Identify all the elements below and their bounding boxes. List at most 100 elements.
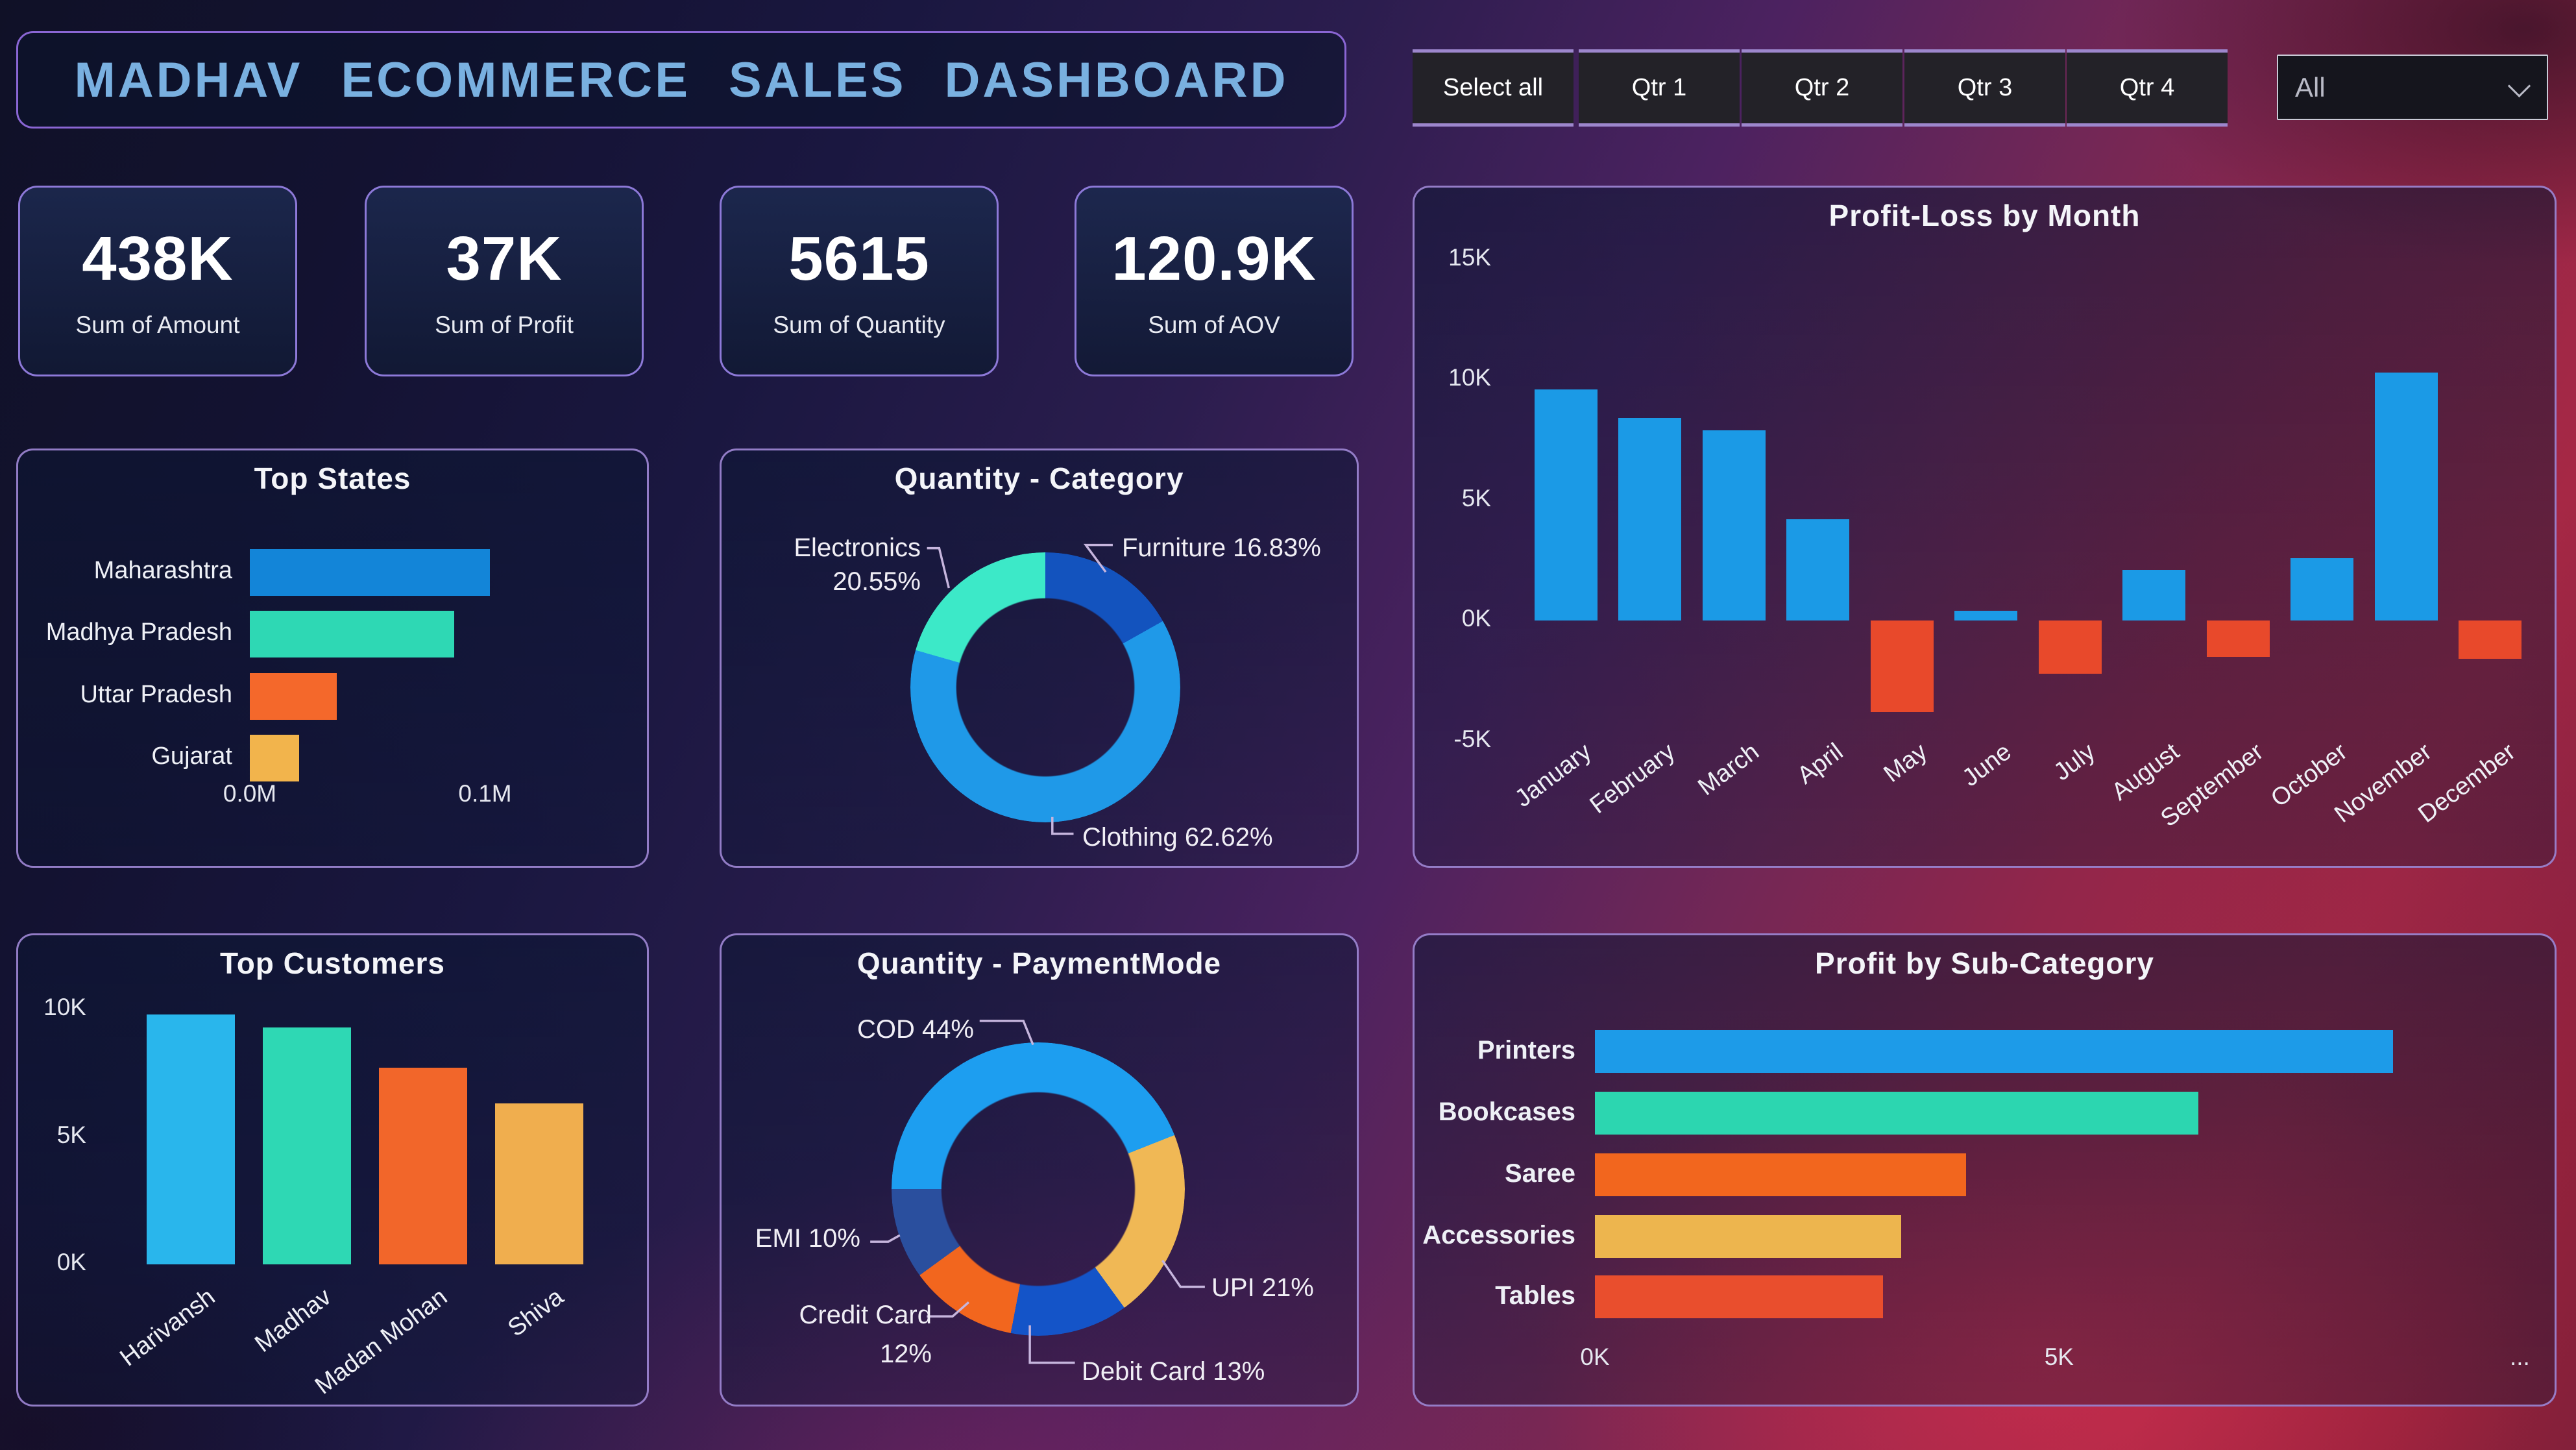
kpi-card-amount: 438K Sum of Amount — [18, 186, 297, 376]
y-tick-5k: 5K — [56, 1121, 86, 1148]
x-tick-label-shiva: Shiva — [503, 1283, 569, 1342]
chart-title: Profit by Sub-Category — [1815, 946, 2154, 980]
bar-july[interactable] — [2038, 621, 2102, 674]
x-tick-0-0m: 0.0M — [223, 780, 277, 807]
x-tick-label-january: January — [1510, 738, 1597, 813]
bar-harivansh[interactable] — [147, 1014, 235, 1264]
chart-title: Quantity - Category — [894, 461, 1184, 495]
bar-february[interactable] — [1618, 418, 1681, 621]
x-tick-label-april: April — [1792, 738, 1849, 790]
category-label-printers: Printers — [1477, 1036, 1575, 1064]
x-tick-label-madhav: Madhav — [250, 1283, 337, 1358]
x-tick-0-1m: 0.1M — [458, 780, 512, 807]
quantity-paymentmode-donut[interactable] — [892, 1042, 1185, 1336]
category-label-tables: Tables — [1495, 1281, 1575, 1310]
bar-august[interactable] — [2122, 570, 2185, 621]
kpi-value: 120.9K — [1112, 224, 1317, 293]
bar-saree[interactable] — [1595, 1153, 1966, 1196]
panel-quantity-category: Quantity - Category Electronics 20.55% F… — [720, 449, 1359, 868]
bar-tables[interactable] — [1595, 1275, 1883, 1318]
dropdown-value: All — [2295, 71, 2326, 103]
x-tick-overflow: ... — [2510, 1344, 2530, 1370]
x-tick-label-august: August — [2107, 738, 2185, 806]
chart-title: Quantity - PaymentMode — [857, 946, 1222, 980]
panel-top-states: Top States Maharashtra Madhya Pradesh Utta… — [16, 449, 649, 868]
kpi-value: 438K — [82, 224, 234, 293]
kpi-card-aov: 120.9K Sum of AOV — [1075, 186, 1354, 376]
profit-by-subcategory-chart: Printers Bookcases Saree Accessories Tables 0… — [1415, 935, 2555, 1405]
kpi-label: Sum of Quantity — [773, 312, 945, 338]
kpi-label: Sum of AOV — [1148, 312, 1280, 338]
bar-march[interactable] — [1702, 430, 1766, 621]
y-tick-10k: 10K — [43, 994, 86, 1020]
slicer-button-qtr-2[interactable]: Qtr 2 — [1742, 49, 1902, 127]
donut-leader-lines — [870, 1020, 1205, 1364]
bar-june[interactable] — [1954, 611, 2017, 621]
bar-april[interactable] — [1786, 519, 1849, 621]
bar-madan-mohan[interactable] — [379, 1068, 467, 1264]
slice-label-credit-card: Credit Card — [799, 1301, 932, 1329]
bar-madhya-pradesh[interactable] — [250, 611, 454, 657]
y-tick-0k: 0K — [1461, 605, 1491, 632]
top-states-chart: Maharashtra Madhya Pradesh Uttar Pradesh Gu… — [18, 450, 647, 866]
bar-may[interactable] — [1870, 621, 1934, 712]
y-tick-5k: 5K — [1461, 484, 1491, 511]
bar-gujarat[interactable] — [250, 735, 299, 781]
bar-november[interactable] — [2374, 373, 2438, 621]
panel-profit-by-subcategory: Profit by Sub-Category Printers Bookcases… — [1413, 933, 2557, 1407]
bar-january[interactable] — [1534, 389, 1598, 621]
x-tick-label-july: July — [2049, 738, 2101, 787]
bar-september[interactable] — [2206, 621, 2270, 657]
kpi-card-quantity: 5615 Sum of Quantity — [720, 186, 999, 376]
category-label-maharashtra: Maharashtra — [93, 557, 232, 584]
filter-dropdown[interactable]: All — [2277, 55, 2548, 120]
x-tick-0k: 0K — [1580, 1344, 1610, 1370]
x-tick-label-june: June — [1957, 738, 2017, 793]
chart-title: Top Customers — [220, 946, 445, 980]
chart-title: Top States — [254, 461, 411, 495]
slicer-button-select-all[interactable]: Select all — [1413, 49, 1574, 127]
kpi-label: Sum of Amount — [75, 312, 240, 338]
y-tick--5k: -5K — [1453, 725, 1491, 752]
kpi-value: 5615 — [788, 224, 930, 293]
category-label-madhya-pradesh: Madhya Pradesh — [45, 619, 232, 646]
kpi-card-profit: 37K Sum of Profit — [365, 186, 644, 376]
slice-label-electronics: Electronics 20.55% — [794, 534, 921, 596]
slicer-button-qtr-4[interactable]: Qtr 4 — [2067, 49, 2228, 127]
category-label-saree: Saree — [1505, 1159, 1575, 1188]
category-label-bookcases: Bookcases — [1438, 1098, 1575, 1126]
x-tick-5k: 5K — [2044, 1344, 2074, 1370]
x-tick-label-harivansh: Harivansh — [115, 1283, 221, 1372]
bar-october[interactable] — [2290, 558, 2353, 621]
bar-december[interactable] — [2459, 621, 2521, 659]
kpi-value: 37K — [446, 224, 563, 293]
panel-top-customers: Top Customers 10K 5K 0K Harivansh Madhav Mada… — [16, 933, 649, 1407]
bar-uttar-pradesh[interactable] — [250, 673, 337, 720]
bar-madhav[interactable] — [263, 1027, 351, 1264]
y-tick-10k: 10K — [1448, 364, 1491, 391]
bar-shiva[interactable] — [495, 1103, 583, 1264]
slice-label-debit-card: Debit Card 13% — [1082, 1357, 1265, 1386]
slice-label-credit-card-pct: 12% — [879, 1340, 932, 1368]
x-tick-label-february: February — [1585, 738, 1681, 820]
slice-label-clothing: Clothing 62.62% — [1082, 823, 1273, 852]
quantity-category-donut[interactable] — [910, 552, 1180, 822]
chart-title: Profit-Loss by Month — [1829, 199, 2141, 232]
slice-label-upi: UPI 21% — [1211, 1273, 1314, 1302]
x-tick-label-march: March — [1693, 738, 1765, 802]
bar-maharashtra[interactable] — [250, 549, 490, 596]
bar-printers[interactable] — [1595, 1030, 2393, 1073]
slicer-button-qtr-3[interactable]: Qtr 3 — [1904, 49, 2065, 127]
donut-leader-lines — [927, 543, 1113, 835]
slice-label-emi: EMI 10% — [755, 1224, 860, 1253]
y-tick-0k: 0K — [56, 1249, 86, 1275]
dashboard-title: MADHAV ECOMMERCE SALES DASHBOARD — [74, 52, 1289, 108]
x-tick-label-may: May — [1878, 738, 1933, 788]
category-label-uttar-pradesh: Uttar Pradesh — [80, 681, 232, 708]
bar-bookcases[interactable] — [1595, 1092, 2198, 1135]
bar-accessories[interactable] — [1595, 1215, 1901, 1258]
category-label-gujarat: Gujarat — [151, 743, 232, 770]
slicer-button-qtr-1[interactable]: Qtr 1 — [1579, 49, 1740, 127]
profit-loss-chart: 15K 10K 5K 0K -5K January February March April Ma… — [1415, 188, 2555, 866]
